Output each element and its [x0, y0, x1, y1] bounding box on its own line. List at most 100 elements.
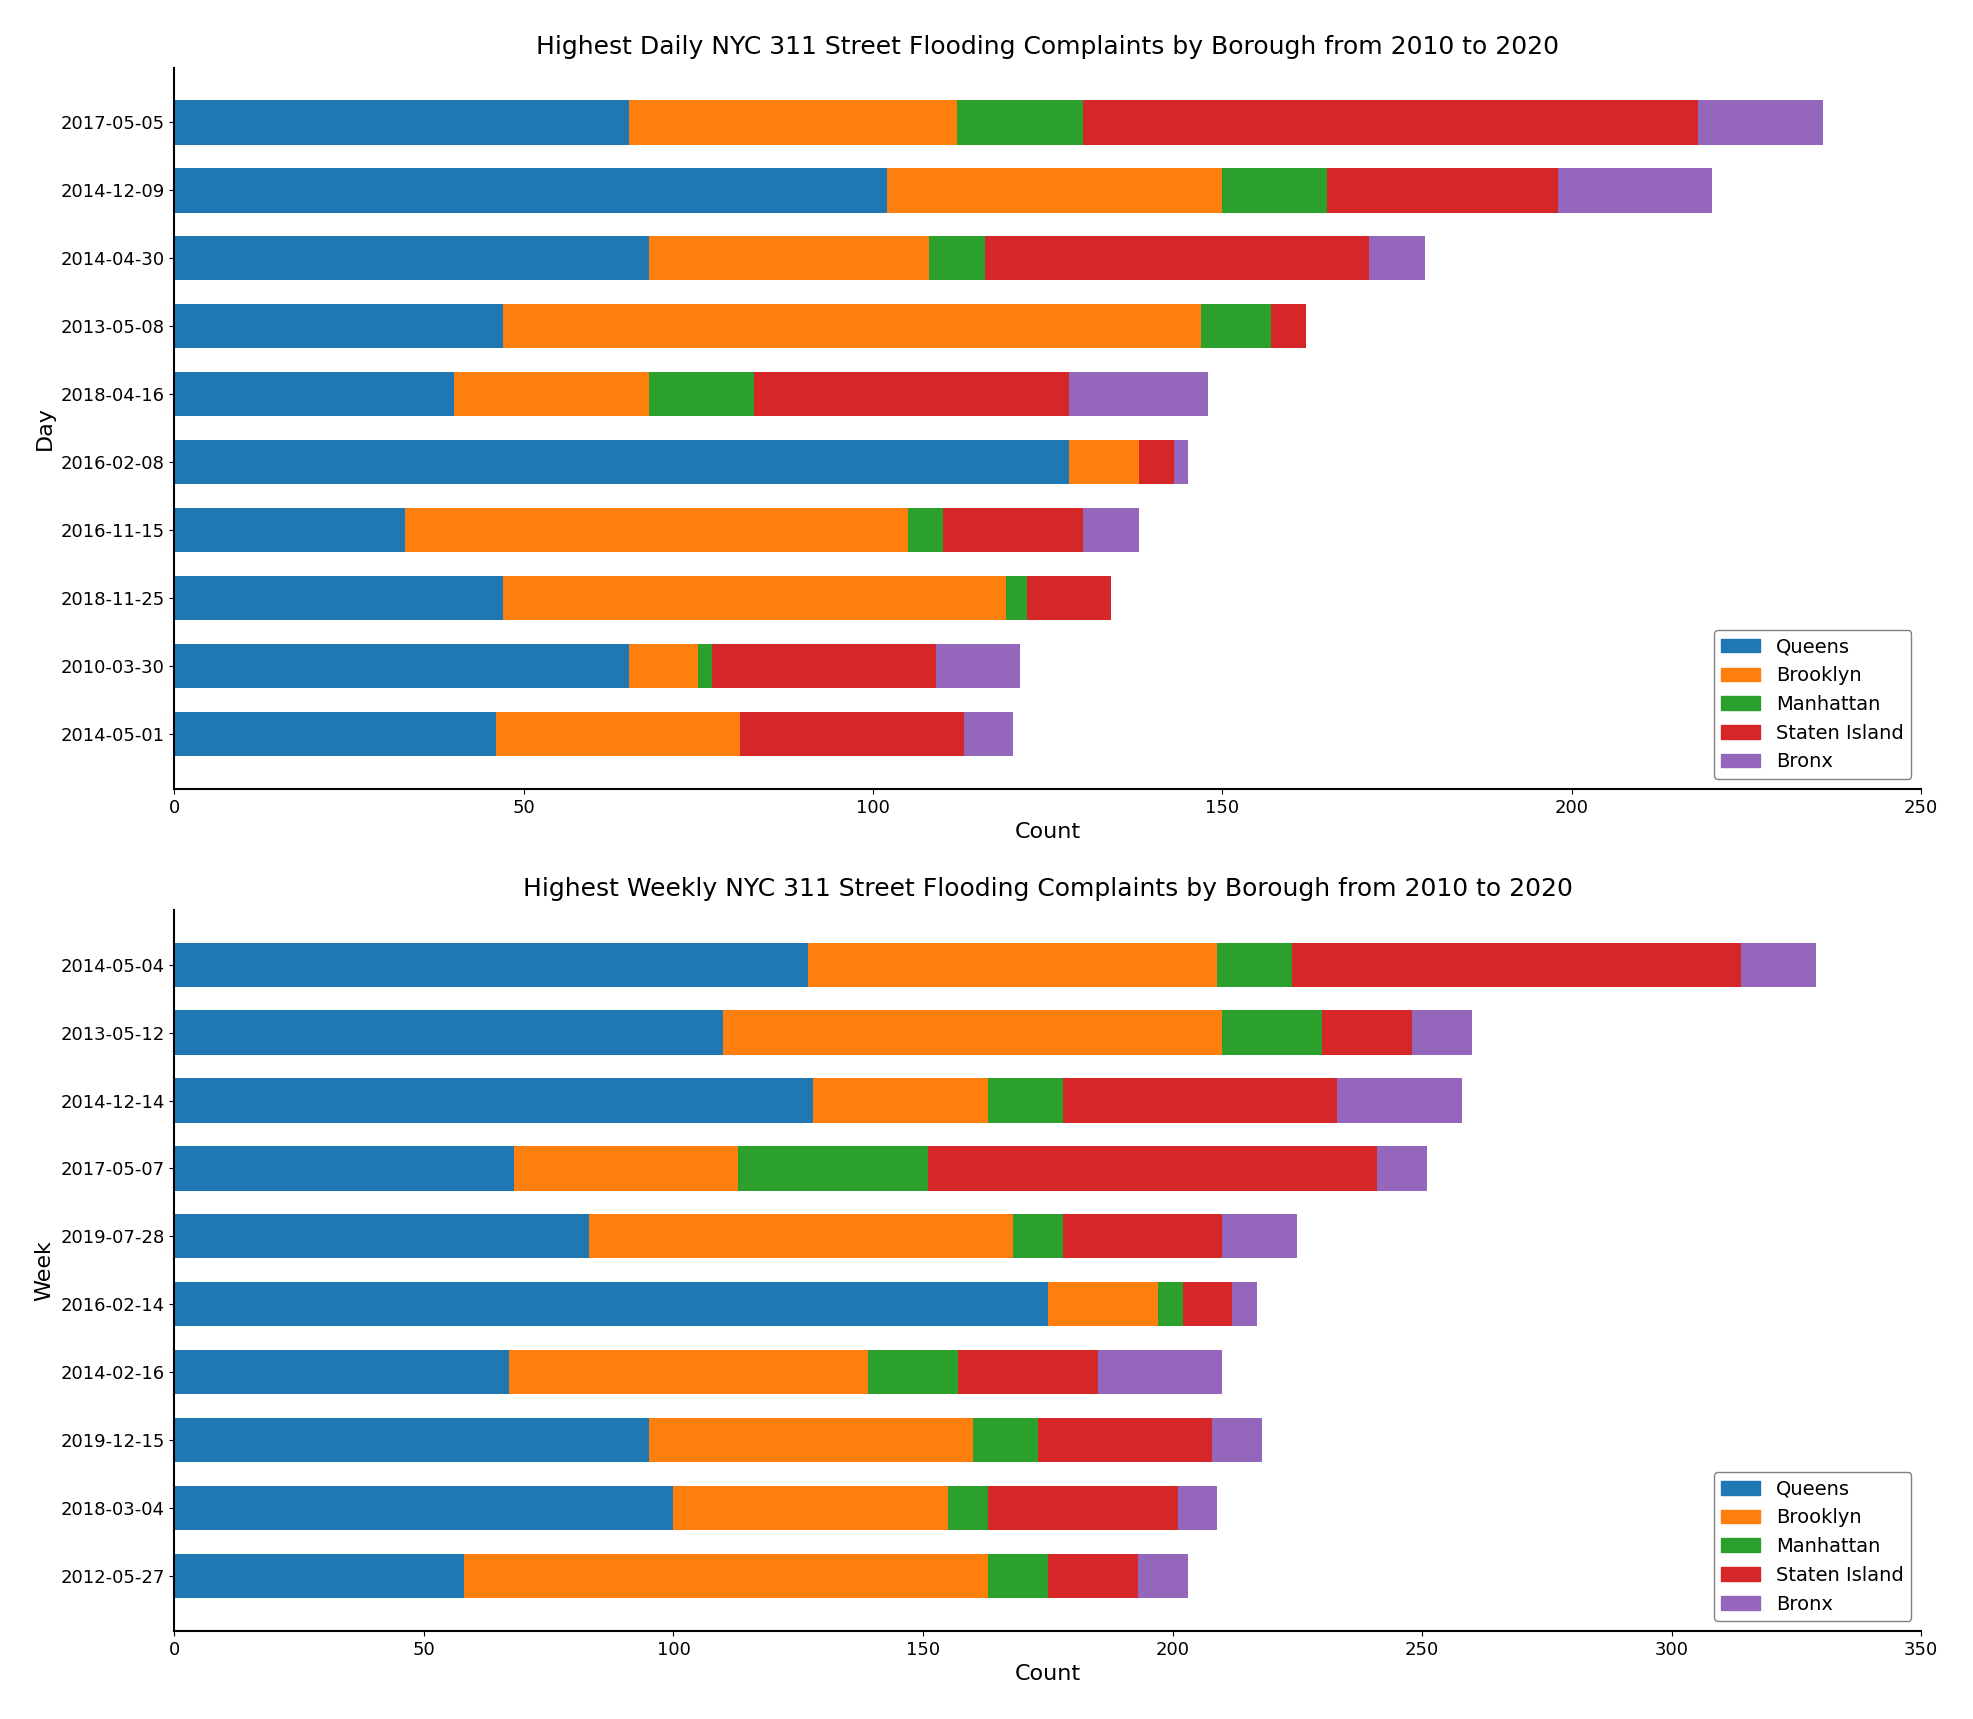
Bar: [1069, 373, 1209, 416]
Bar: [888, 168, 1223, 213]
Bar: [1083, 509, 1138, 552]
Bar: [1217, 942, 1292, 987]
Bar: [174, 576, 503, 621]
Title: Highest Weekly NYC 311 Street Flooding Complaints by Borough from 2010 to 2020: Highest Weekly NYC 311 Street Flooding C…: [523, 877, 1572, 901]
Bar: [929, 236, 985, 280]
Bar: [174, 1487, 673, 1530]
Y-axis label: Week: Week: [36, 1239, 55, 1301]
Bar: [809, 942, 1217, 987]
Bar: [965, 712, 1012, 756]
Bar: [1233, 1282, 1257, 1327]
Bar: [629, 645, 698, 688]
Bar: [503, 304, 1202, 349]
Bar: [673, 1487, 947, 1530]
Bar: [1292, 942, 1742, 987]
Bar: [174, 942, 809, 987]
Bar: [988, 1554, 1048, 1599]
Bar: [988, 1487, 1178, 1530]
Bar: [1413, 1011, 1472, 1055]
Bar: [404, 509, 908, 552]
Bar: [1223, 168, 1328, 213]
Bar: [174, 1418, 649, 1463]
Bar: [174, 236, 649, 280]
Bar: [1322, 1011, 1413, 1055]
Bar: [985, 236, 1369, 280]
Bar: [174, 440, 1069, 485]
Bar: [174, 304, 503, 349]
Bar: [495, 712, 740, 756]
Bar: [1178, 1487, 1217, 1530]
Bar: [1223, 1011, 1322, 1055]
Bar: [1048, 1282, 1158, 1327]
Bar: [1338, 1078, 1462, 1123]
Bar: [1006, 576, 1026, 621]
Bar: [1202, 304, 1271, 349]
Bar: [174, 373, 454, 416]
Bar: [1158, 1282, 1182, 1327]
Bar: [1097, 1349, 1223, 1394]
Bar: [1026, 576, 1111, 621]
Bar: [174, 645, 629, 688]
X-axis label: Count: Count: [1014, 822, 1081, 842]
Bar: [174, 168, 888, 213]
Bar: [1742, 942, 1817, 987]
Bar: [927, 1147, 1377, 1191]
Bar: [513, 1147, 738, 1191]
Bar: [588, 1214, 1012, 1258]
Bar: [740, 712, 965, 756]
Bar: [959, 1349, 1097, 1394]
Bar: [1138, 1554, 1188, 1599]
Bar: [1697, 100, 1823, 144]
Bar: [174, 1349, 509, 1394]
Bar: [1223, 1214, 1298, 1258]
Bar: [908, 509, 943, 552]
Bar: [1182, 1282, 1233, 1327]
Bar: [1063, 1214, 1223, 1258]
Legend: Queens, Brooklyn, Manhattan, Staten Island, Bronx: Queens, Brooklyn, Manhattan, Staten Isla…: [1715, 1471, 1912, 1621]
Bar: [1038, 1418, 1213, 1463]
Bar: [1063, 1078, 1338, 1123]
Bar: [649, 236, 929, 280]
Title: Highest Daily NYC 311 Street Flooding Complaints by Borough from 2010 to 2020: Highest Daily NYC 311 Street Flooding Co…: [537, 34, 1559, 58]
Bar: [1048, 1554, 1138, 1599]
Bar: [174, 1011, 724, 1055]
Bar: [1559, 168, 1711, 213]
Bar: [1083, 100, 1697, 144]
Bar: [813, 1078, 988, 1123]
Bar: [649, 373, 754, 416]
Bar: [464, 1554, 988, 1599]
Bar: [174, 1554, 464, 1599]
Bar: [1328, 168, 1559, 213]
Bar: [957, 100, 1083, 144]
Bar: [509, 1349, 868, 1394]
Bar: [174, 1147, 513, 1191]
Bar: [1174, 440, 1188, 485]
Bar: [935, 645, 1020, 688]
Bar: [1138, 440, 1174, 485]
Bar: [174, 712, 495, 756]
Bar: [174, 1078, 813, 1123]
Bar: [503, 576, 1006, 621]
X-axis label: Count: Count: [1014, 1664, 1081, 1685]
Bar: [738, 1147, 927, 1191]
Bar: [698, 645, 712, 688]
Bar: [1213, 1418, 1263, 1463]
Bar: [174, 100, 629, 144]
Bar: [1069, 440, 1138, 485]
Bar: [943, 509, 1083, 552]
Bar: [454, 373, 649, 416]
Bar: [1271, 304, 1306, 349]
Bar: [1377, 1147, 1426, 1191]
Bar: [712, 645, 935, 688]
Bar: [629, 100, 957, 144]
Bar: [649, 1418, 973, 1463]
Legend: Queens, Brooklyn, Manhattan, Staten Island, Bronx: Queens, Brooklyn, Manhattan, Staten Isla…: [1715, 629, 1912, 779]
Bar: [724, 1011, 1223, 1055]
Bar: [973, 1418, 1038, 1463]
Bar: [174, 1282, 1048, 1327]
Bar: [754, 373, 1069, 416]
Bar: [1012, 1214, 1063, 1258]
Bar: [947, 1487, 988, 1530]
Y-axis label: Day: Day: [36, 406, 55, 450]
Bar: [868, 1349, 959, 1394]
